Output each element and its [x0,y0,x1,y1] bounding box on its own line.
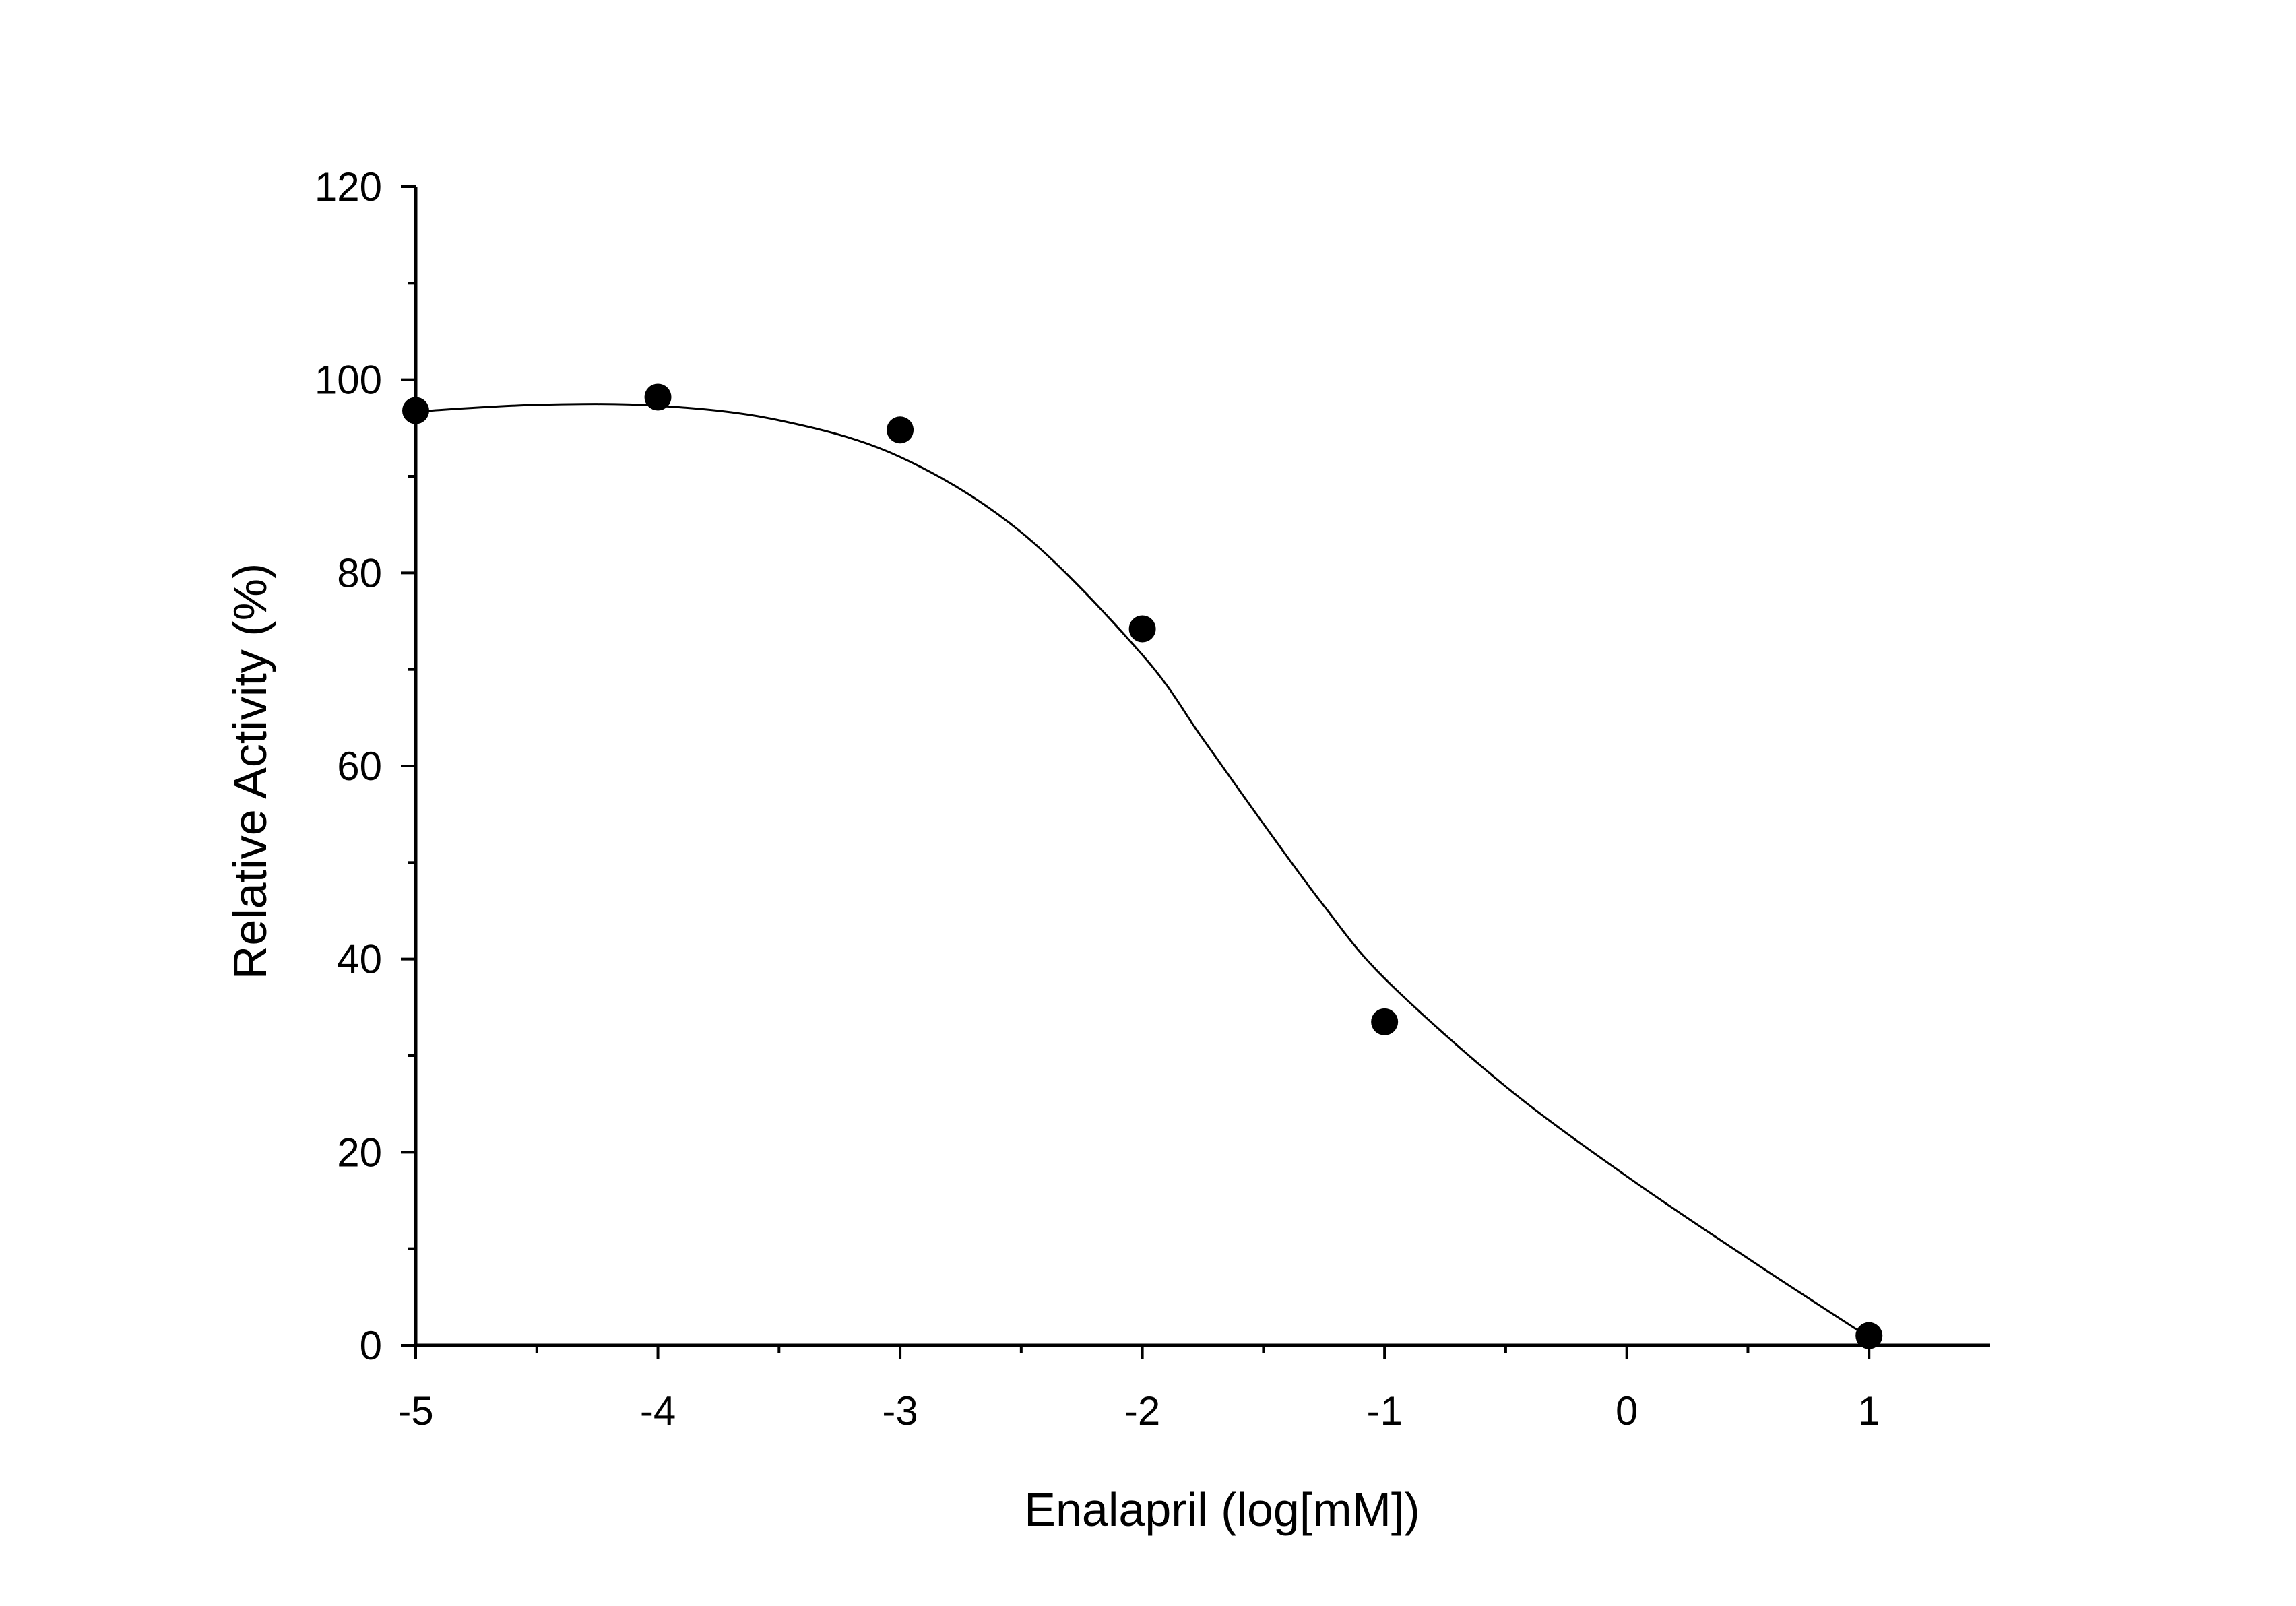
y-tick-labels: 0 20 40 60 80 100 120 [315,164,382,1368]
tick-marks [401,185,1871,1359]
x-tick-labels: -5 -4 -3 -2 -1 0 1 [397,1388,1880,1434]
x-axis-title: Enalapril (log[mM]) [1024,1483,1420,1536]
data-point [1855,1322,1883,1349]
x-tick-label: -5 [397,1388,433,1434]
y-tick-label: 80 [337,550,382,596]
x-tick-label: -2 [1124,1388,1160,1434]
data-point [644,383,672,411]
axes [414,187,1990,1347]
data-point [887,416,914,444]
y-tick-label: 40 [337,937,382,982]
x-tick-label: 1 [1858,1388,1880,1434]
y-tick-label: 60 [337,744,382,789]
data-points [402,383,1883,1349]
x-tick-label: -4 [640,1388,676,1434]
fit-curve [415,403,1870,1339]
y-tick-label: 0 [360,1323,382,1368]
data-point [402,397,429,424]
y-tick-label: 120 [315,164,382,210]
x-tick-label: 0 [1616,1388,1638,1434]
data-point [1371,1008,1399,1035]
data-point [1128,615,1156,643]
y-tick-label: 100 [315,358,382,403]
x-tick-label: -3 [882,1388,918,1434]
x-tick-label: -1 [1366,1388,1402,1434]
y-axis-title: Relative Activity (%) [224,563,276,979]
y-tick-label: 20 [337,1130,382,1175]
